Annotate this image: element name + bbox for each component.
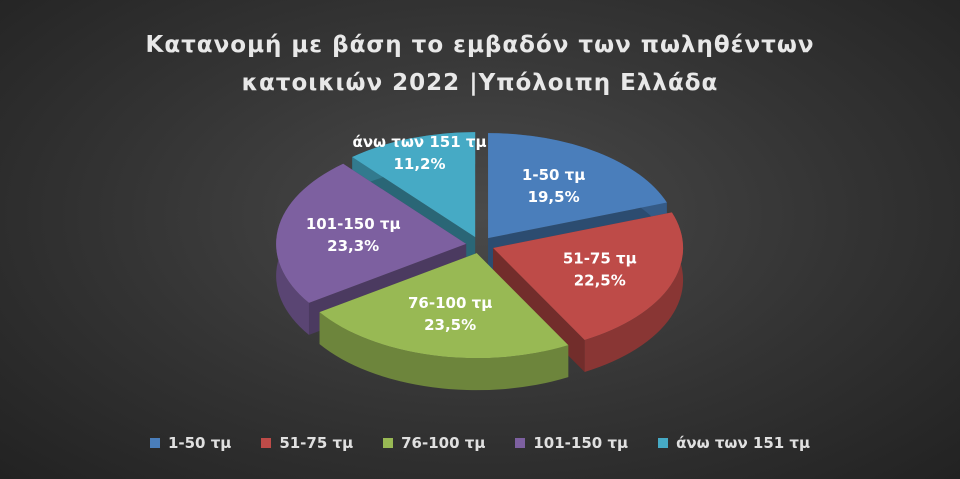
- data-label-category: 51-75 τμ: [563, 250, 637, 268]
- legend-swatch: [383, 438, 394, 448]
- legend-swatch: [261, 438, 272, 448]
- data-label: 23,5%: [424, 316, 476, 334]
- slice: [488, 133, 667, 239]
- data-label-category: άνω των 151 τμ: [353, 133, 487, 151]
- data-label: 22,5%: [574, 272, 626, 290]
- data-label: 23,3%: [327, 237, 379, 255]
- slice-wall: [319, 312, 569, 391]
- legend-item: 101-150 τμ: [515, 434, 628, 452]
- legend-label: 76-100 τμ: [401, 434, 486, 452]
- legend-label: άνω των 151 τμ: [676, 434, 811, 452]
- slice: [493, 212, 684, 340]
- legend-label: 1-50 τμ: [167, 434, 232, 452]
- slice: [352, 132, 476, 238]
- legend-item: 1-50 τμ: [149, 434, 232, 452]
- slice-wall: [584, 212, 684, 372]
- legend-swatch: [658, 438, 669, 448]
- chart-title: Κατανομή με βάση το εμβαδόν των πωληθέντ…: [145, 32, 815, 96]
- legend-swatch: [515, 438, 526, 448]
- slice: [276, 163, 467, 303]
- legend-item: άνω των 151 τμ: [658, 434, 810, 452]
- data-label: 19,5%: [528, 188, 580, 206]
- legend-swatch: [149, 438, 160, 448]
- legend-label: 101-150 τμ: [533, 434, 629, 452]
- legend-label: 51-75 τμ: [279, 434, 354, 452]
- legend: 1-50 τμ 51-75 τμ 76-100 τμ 101-150 τμ άνω τω…: [0, 434, 960, 452]
- slice: [319, 253, 569, 359]
- legend-item: 76-100 τμ: [383, 434, 485, 452]
- data-label-category: 101-150 τμ: [306, 215, 401, 233]
- data-label-category: 76-100 τμ: [408, 294, 492, 312]
- data-label-category: 1-50 τμ: [522, 166, 585, 184]
- data-label: 11,2%: [393, 155, 445, 173]
- legend-item: 51-75 τμ: [261, 434, 353, 452]
